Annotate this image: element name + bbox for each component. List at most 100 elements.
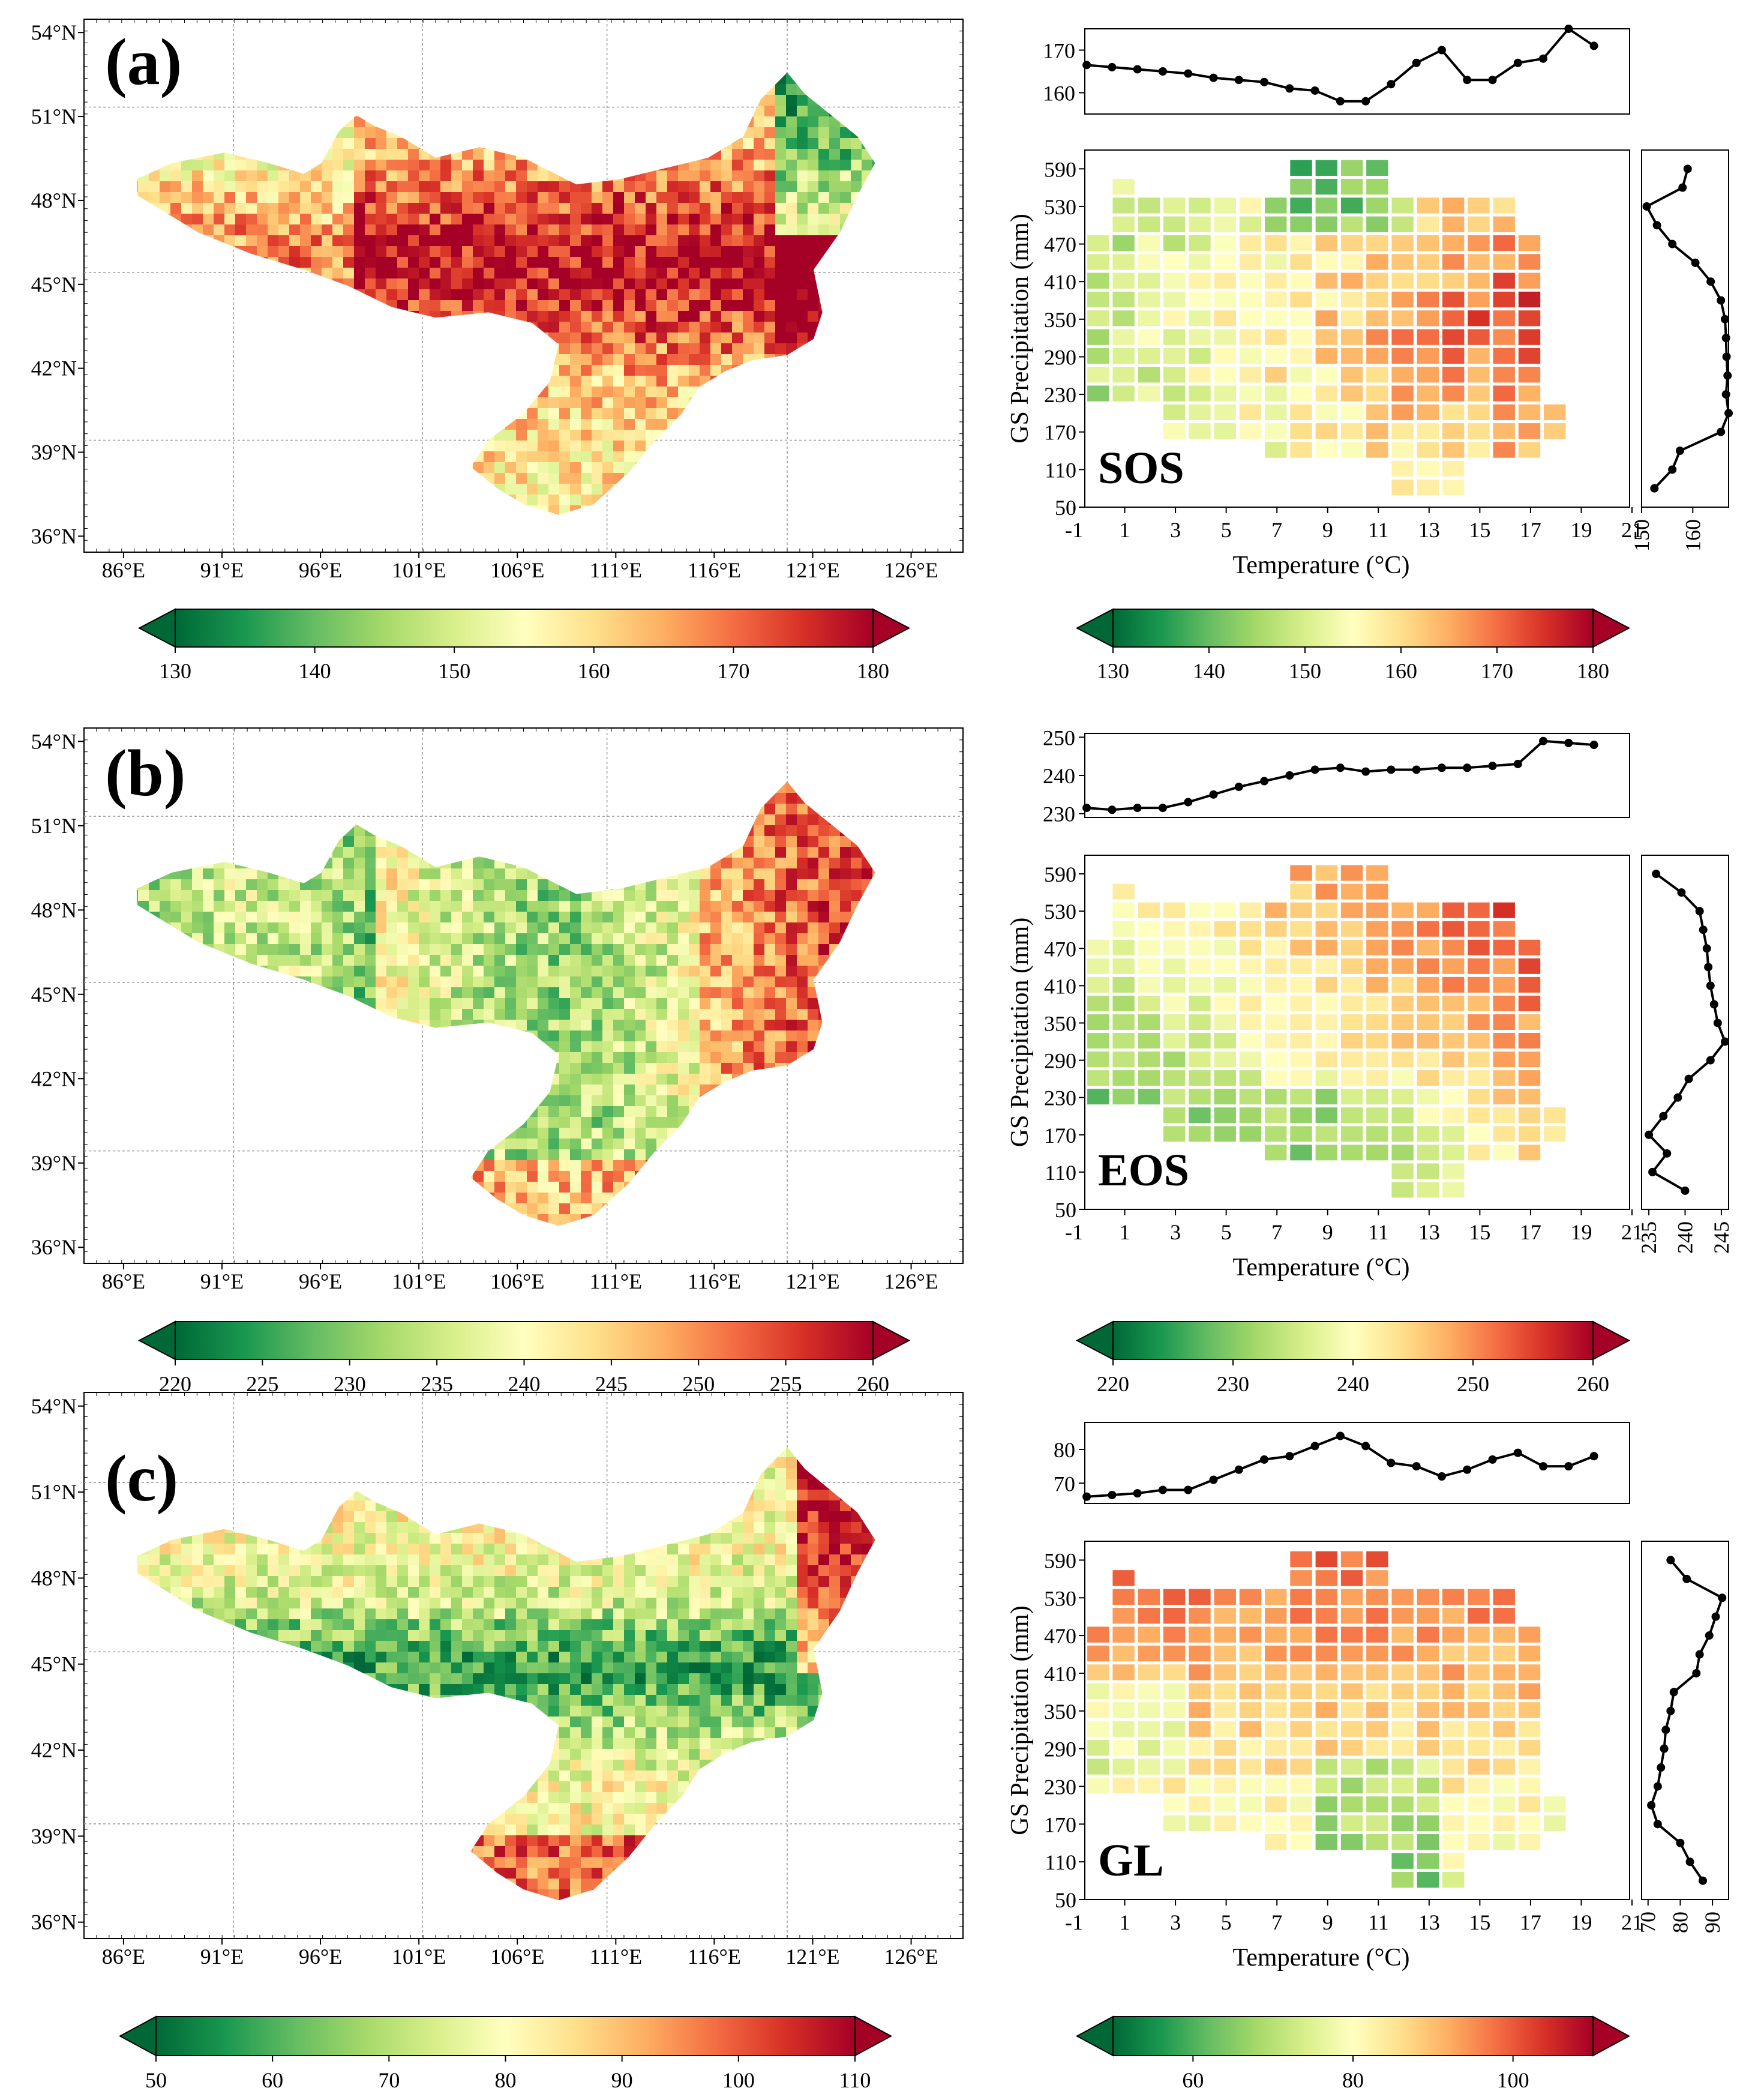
heatmap-cell: [1136, 196, 1162, 215]
heatmap-cell: [1111, 1757, 1136, 1776]
heatmap-cell: [1213, 1625, 1237, 1644]
heatmap-cell: [1415, 957, 1441, 975]
colorbar-tick-label: 150: [438, 659, 470, 683]
colorbar-tick-label: 90: [611, 2068, 633, 2092]
heatmap-cell: [1415, 1032, 1441, 1050]
heatmap-cell: [1390, 1852, 1415, 1870]
heatmap-cell: [1441, 309, 1466, 328]
colorbar-over-arrow: [1592, 1320, 1631, 1361]
heatmap-cell: [1086, 1050, 1111, 1069]
heatmap-x-tick-label: 15: [1469, 1910, 1490, 1934]
heatmap-cell: [1365, 290, 1390, 309]
profile-tick-label: 235: [1637, 1221, 1661, 1254]
heatmap-y-tick-label: 590: [1044, 157, 1076, 181]
profile-point: [1650, 484, 1659, 493]
heatmap-y-tick-label: 470: [1044, 937, 1076, 961]
map-lon-tick-label: 126°E: [884, 1945, 938, 1969]
profile-point: [1260, 777, 1269, 786]
heatmap-cell: [1517, 957, 1542, 975]
heatmap-cell: [1314, 919, 1339, 938]
heatmap-cell: [1517, 1663, 1542, 1682]
profile-point: [1722, 352, 1731, 361]
heatmap-cell: [1264, 422, 1288, 441]
heatmap-cell: [1264, 1069, 1288, 1088]
heatmap-cell: [1136, 1776, 1162, 1795]
heatmap-cell: [1415, 1181, 1441, 1199]
heatmap-cell: [1162, 233, 1187, 253]
profile-point: [1695, 907, 1704, 916]
heatmap-cell: [1492, 441, 1516, 459]
heatmap-cell: [1517, 366, 1542, 384]
heatmap-cell: [1289, 864, 1313, 882]
heatmap-cell: [1162, 328, 1187, 346]
heatmap-cell: [1187, 994, 1212, 1012]
heatmap-cell: [1238, 1125, 1263, 1143]
heatmap-cell: [1339, 1776, 1364, 1795]
heatmap-cell: [1187, 1606, 1212, 1625]
heatmap-cell: [1264, 1663, 1288, 1682]
heatmap-cell: [1415, 1757, 1441, 1776]
heatmap-cell: [1390, 1870, 1415, 1889]
heatmap-cell: [1415, 1833, 1441, 1852]
heatmap-cell: [1441, 215, 1466, 233]
heatmap-y-tick-label: 410: [1044, 270, 1076, 294]
heatmap-cell: [1517, 384, 1542, 403]
heatmap-x-tick-label: -1: [1065, 1220, 1083, 1244]
heatmap-cell: [1415, 1701, 1441, 1719]
heatmap-cell: [1415, 1069, 1441, 1088]
profile-point: [1437, 763, 1446, 772]
colorbar-tick-label: 130: [159, 659, 191, 683]
heatmap-cell: [1111, 1569, 1136, 1587]
heatmap-cell: [1162, 1757, 1187, 1776]
profile-point: [1361, 1442, 1370, 1451]
heatmap-cell: [1136, 384, 1162, 403]
heatmap-cell: [1339, 1050, 1364, 1069]
heatmap-cell: [1517, 975, 1542, 994]
heatmap-cell: [1264, 196, 1288, 215]
map-colorbar-(a): 130 140 150 160 170 180: [137, 608, 911, 683]
heatmap-cell: [1238, 1701, 1263, 1719]
heatmap-cell: [1111, 328, 1136, 346]
heatmap-cell: [1517, 346, 1542, 366]
heatmap-cell: [1213, 1606, 1237, 1625]
heatmap-cell: [1415, 1682, 1441, 1701]
heatmap-cell: [1390, 957, 1415, 975]
heatmap-cell: [1492, 975, 1516, 994]
heatmap-cell: [1264, 938, 1288, 957]
heatmap-cell: [1390, 1776, 1415, 1795]
heatmap-cell: [1365, 346, 1390, 366]
profile-point: [1310, 1442, 1319, 1451]
profile-point: [1663, 1149, 1672, 1158]
heatmap-cell: [1415, 196, 1441, 215]
heatmap-cell: [1466, 1143, 1491, 1162]
heatmap-cell: [1162, 1012, 1187, 1032]
heatmap-cell: [1187, 919, 1212, 938]
heatmap-cell: [1162, 271, 1187, 290]
heatmap-cell: [1339, 938, 1364, 957]
heatmap-cell: [1314, 1644, 1339, 1663]
heatmap-cell: [1339, 1719, 1364, 1738]
heatmap-cell: [1365, 253, 1390, 271]
heatmap-cell: [1466, 328, 1491, 346]
colorbar-tick-label: 160: [1385, 659, 1417, 683]
heatmap-cell: [1264, 919, 1288, 938]
heatmap-cell: [1086, 1719, 1111, 1738]
heatmap-cell: [1517, 1814, 1542, 1833]
heatmap-y-tick-label: 350: [1044, 308, 1076, 332]
heatmap-cell: [1111, 290, 1136, 309]
heatmap-x-tick-label: 3: [1170, 1910, 1181, 1934]
heatmap-cell: [1314, 882, 1339, 901]
heatmap-y-tick-label: 290: [1044, 1737, 1076, 1762]
heatmap-cell: [1492, 253, 1516, 271]
heatmap-cell: [1492, 422, 1516, 441]
map-lon-tick-label: 101°E: [392, 558, 446, 582]
heatmap-cell: [1314, 1088, 1339, 1106]
heatmap-cell: [1365, 441, 1390, 459]
heatmap-cell: [1213, 196, 1237, 215]
profile-point: [1158, 1485, 1167, 1494]
heatmap-cell: [1492, 384, 1516, 403]
colorbar-body: [1113, 2017, 1593, 2056]
heatmap-cell: [1136, 1644, 1162, 1663]
heatmap-cell: [1390, 1625, 1415, 1644]
colorbar-under-arrow: [1075, 1320, 1114, 1361]
